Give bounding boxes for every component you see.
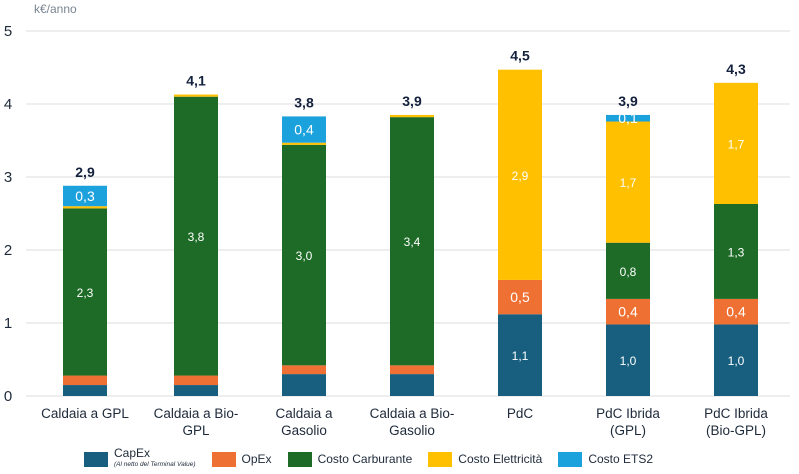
bar-total-label: 2,9 bbox=[75, 164, 95, 180]
x-category-label: PdC Ibrida bbox=[596, 406, 660, 421]
legend-swatch bbox=[211, 451, 236, 467]
legend-label: CapEx (Al netto del Terminal Value) bbox=[114, 446, 196, 468]
bar-segment-costo-elettricit- bbox=[174, 94, 218, 97]
x-category-label: PdC bbox=[507, 406, 534, 421]
legend-swatch bbox=[558, 451, 583, 467]
x-category-label: (GPL) bbox=[610, 423, 646, 438]
legend-item: Costo Elettricità bbox=[428, 451, 543, 467]
legend-label: Costo ETS2 bbox=[588, 451, 654, 466]
x-category-label: Caldaia a GPL bbox=[41, 406, 129, 421]
segment-value-label: 0,8 bbox=[620, 265, 637, 279]
y-axis-unit-label: k€/anno bbox=[34, 2, 77, 16]
legend-label: Costo Elettricità bbox=[458, 451, 543, 466]
bar-segment-capex bbox=[714, 324, 758, 396]
segment-value-label: 1,3 bbox=[728, 245, 745, 259]
bar-stack bbox=[606, 114, 650, 396]
legend-sublabel: (Al netto del Terminal Value) bbox=[114, 461, 196, 468]
bar-total-label: 4,5 bbox=[510, 48, 530, 64]
segment-value-label: 0,5 bbox=[510, 289, 530, 305]
bar-segment-capex bbox=[63, 385, 107, 396]
segment-value-label: 3,0 bbox=[296, 249, 313, 263]
x-category-label: PdC Ibrida bbox=[704, 406, 768, 421]
chart-legend: CapEx (Al netto del Terminal Value) OpEx Co… bbox=[84, 446, 669, 470]
bar-segment-costo-carburante bbox=[174, 96, 218, 376]
bar-segment-costo-carburante bbox=[606, 242, 650, 299]
bar-segment-costo-elettricit- bbox=[282, 142, 326, 145]
bar-total-label: 4,3 bbox=[726, 61, 746, 77]
bar-segment-costo-carburante bbox=[63, 208, 107, 376]
segment-value-label: 0,4 bbox=[294, 122, 314, 138]
bar-stack bbox=[498, 69, 542, 396]
bar-segment-costo-ets2 bbox=[282, 116, 326, 143]
y-tick-label: 2 bbox=[4, 242, 12, 259]
legend-swatch bbox=[428, 451, 453, 467]
bar-segment-opex bbox=[390, 365, 434, 375]
bar-stack bbox=[174, 94, 218, 396]
bar-segment-capex bbox=[174, 385, 218, 396]
stacked-bar-chart: k€/anno 0 1 2 3 4 5 2,3 0,3 3,8 3,0 0,4 3,4 1,1 0,5 2… bbox=[4, 2, 790, 438]
bar-segment-opex bbox=[606, 298, 650, 325]
bar-segment-opex bbox=[714, 298, 758, 325]
bar-segment-opex bbox=[174, 375, 218, 386]
bar-segment-costo-ets2 bbox=[63, 185, 107, 207]
bar-total-label: 3,8 bbox=[294, 94, 314, 110]
x-category-label: Gasolio bbox=[389, 423, 435, 438]
legend-label: Costo Carburante bbox=[317, 451, 413, 466]
legend-swatch bbox=[287, 451, 312, 467]
segment-value-label: 1,0 bbox=[728, 354, 745, 368]
legend-item: CapEx (Al netto del Terminal Value) bbox=[84, 446, 196, 470]
bar-segment-capex bbox=[390, 374, 434, 396]
legend-swatch bbox=[84, 451, 108, 467]
segment-value-label: 1,1 bbox=[512, 349, 529, 363]
bar-total-label: 3,9 bbox=[402, 93, 422, 109]
x-category-label: Caldaia a Bio- bbox=[370, 406, 455, 421]
bar-segment-costo-elettricit- bbox=[63, 206, 107, 209]
x-category-label: Gasolio bbox=[281, 423, 327, 438]
segment-value-label: 2,9 bbox=[512, 169, 529, 183]
segment-value-label: 3,8 bbox=[188, 230, 205, 244]
y-tick-label: 4 bbox=[4, 96, 12, 113]
segment-value-label: 1,0 bbox=[620, 354, 637, 368]
segment-value-label: 1,7 bbox=[728, 137, 745, 151]
y-tick-label: 3 bbox=[4, 169, 12, 186]
bar-segment-costo-elettricit- bbox=[498, 69, 542, 280]
segment-value-label: 1,7 bbox=[620, 176, 637, 190]
bar-total-label: 4,1 bbox=[186, 73, 206, 89]
segment-value-label: 2,3 bbox=[77, 286, 94, 300]
bar-segment-opex bbox=[282, 365, 326, 375]
bar-segment-costo-elettricit- bbox=[390, 114, 434, 118]
bar-stack bbox=[390, 114, 434, 396]
y-tick-label: 1 bbox=[4, 315, 12, 332]
segment-value-label: 0,4 bbox=[726, 304, 746, 320]
legend-item: Costo Carburante bbox=[287, 451, 413, 467]
bar-segment-costo-elettricit- bbox=[606, 121, 650, 243]
bar-segment-costo-ets2 bbox=[606, 114, 650, 122]
segment-value-label: 0,1 bbox=[618, 110, 638, 126]
bar-segment-opex bbox=[63, 375, 107, 386]
x-category-label: GPL bbox=[182, 423, 210, 438]
legend-label: OpEx bbox=[241, 451, 272, 466]
y-tick-label: 5 bbox=[4, 23, 12, 40]
legend-item: OpEx bbox=[211, 451, 272, 467]
bar-segment-costo-elettricit- bbox=[714, 82, 758, 205]
bar-stack bbox=[282, 116, 326, 396]
bar-segment-capex bbox=[606, 324, 650, 396]
segment-value-label: 3,4 bbox=[404, 235, 421, 249]
x-category-label: (Bio-GPL) bbox=[706, 423, 766, 438]
x-category-label: Caldaia a bbox=[275, 406, 333, 421]
bar-stack bbox=[714, 82, 758, 396]
bar-segment-costo-carburante bbox=[390, 117, 434, 366]
legend-item: Costo ETS2 bbox=[558, 451, 654, 467]
bar-total-label: 3,9 bbox=[618, 93, 638, 109]
bar-segment-capex bbox=[498, 314, 542, 396]
bar-stack bbox=[63, 185, 107, 396]
bar-segment-opex bbox=[498, 279, 542, 315]
segment-value-label: 0,4 bbox=[618, 304, 638, 320]
bar-segment-costo-carburante bbox=[714, 204, 758, 299]
x-category-label: Caldaia a Bio- bbox=[154, 406, 239, 421]
bar-segment-costo-carburante bbox=[282, 144, 326, 366]
bar-segment-capex bbox=[282, 374, 326, 396]
segment-value-label: 0,3 bbox=[75, 188, 95, 204]
y-tick-label: 0 bbox=[4, 388, 12, 405]
